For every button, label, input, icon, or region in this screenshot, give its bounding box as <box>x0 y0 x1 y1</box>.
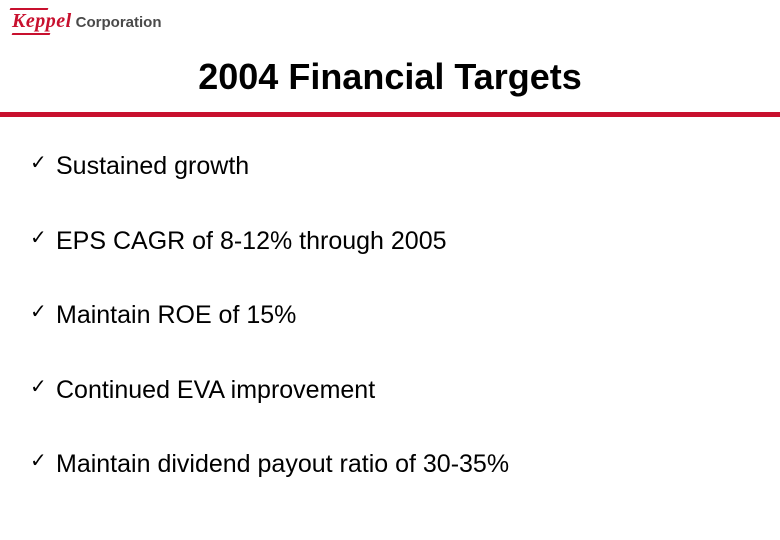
logo: Keppel Corporation <box>12 10 161 33</box>
list-item: ✓ Sustained growth <box>30 150 750 183</box>
bullet-text: Maintain dividend payout ratio of 30-35% <box>56 448 750 481</box>
list-item: ✓ Maintain ROE of 15% <box>30 299 750 332</box>
check-icon: ✓ <box>30 150 56 176</box>
list-item: ✓ Maintain dividend payout ratio of 30-3… <box>30 448 750 481</box>
check-icon: ✓ <box>30 299 56 325</box>
check-icon: ✓ <box>30 374 56 400</box>
page-title: 2004 Financial Targets <box>0 56 780 98</box>
list-item: ✓ EPS CAGR of 8-12% through 2005 <box>30 225 750 258</box>
bullet-text: Sustained growth <box>56 150 750 183</box>
bullet-text: Continued EVA improvement <box>56 374 750 407</box>
bullet-text: EPS CAGR of 8-12% through 2005 <box>56 225 750 258</box>
slide: Keppel Corporation 2004 Financial Target… <box>0 0 780 540</box>
check-icon: ✓ <box>30 225 56 251</box>
logo-brand: Keppel <box>12 10 72 33</box>
title-divider <box>0 112 780 117</box>
check-icon: ✓ <box>30 448 56 474</box>
logo-suffix: Corporation <box>76 14 162 31</box>
bullet-list: ✓ Sustained growth ✓ EPS CAGR of 8-12% t… <box>30 150 750 523</box>
bullet-text: Maintain ROE of 15% <box>56 299 750 332</box>
list-item: ✓ Continued EVA improvement <box>30 374 750 407</box>
